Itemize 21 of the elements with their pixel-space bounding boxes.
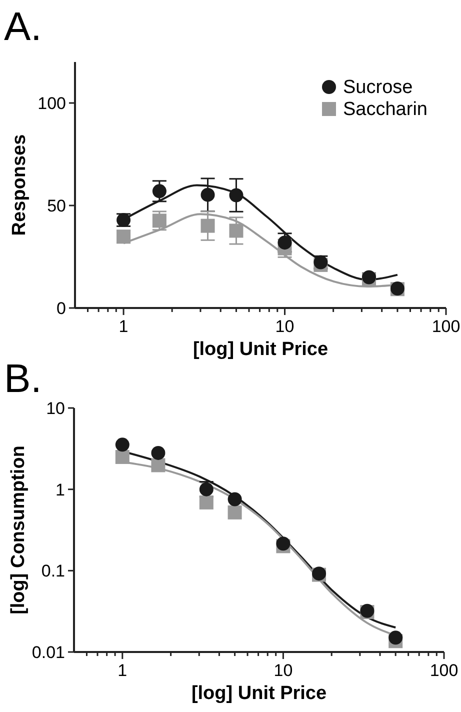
y-tick-label: 0 (56, 299, 66, 318)
chart-title: B. (4, 357, 42, 401)
y-tick-label: 0.01 (32, 643, 65, 662)
y-axis-title: [log] Consumption (8, 446, 29, 614)
x-tick-label: 10 (274, 661, 293, 680)
x-tick-label: 10 (275, 317, 294, 336)
y-tick-label: 0.1 (41, 562, 65, 581)
legend-label: Saccharin (343, 99, 428, 120)
chart-title: A. (4, 5, 42, 49)
y-axis-title: Responses (9, 134, 30, 236)
x-tick-label: 1 (118, 661, 128, 680)
y-tick-label: 50 (47, 196, 66, 216)
x-tick-label: 1 (118, 317, 128, 336)
y-tick-label: 10 (46, 399, 65, 418)
x-axis-title: [log] Unit Price (191, 683, 327, 704)
y-tick-label: 100 (38, 94, 66, 113)
x-tick-label: 100 (430, 661, 458, 680)
x-axis-title: [log] Unit Price (192, 339, 328, 360)
legend-label: Sucrose (343, 77, 413, 98)
x-tick-label: 100 (432, 317, 460, 336)
y-tick-label: 1 (56, 480, 65, 500)
